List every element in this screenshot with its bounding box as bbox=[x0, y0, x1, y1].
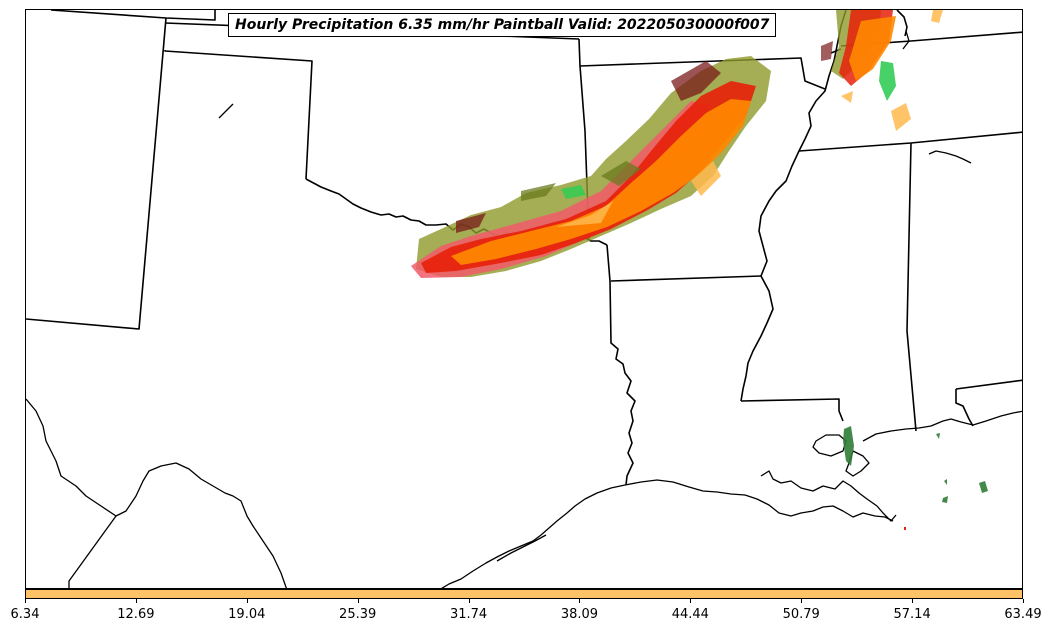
border-ms-al bbox=[906, 142, 917, 432]
colorbar-tick-label: 38.09 bbox=[560, 607, 599, 622]
colorbar bbox=[25, 589, 1023, 599]
paint-gulf-cell-5 bbox=[936, 433, 940, 439]
map-panel bbox=[25, 9, 1023, 589]
colorbar-tick bbox=[801, 599, 802, 603]
border-co-ne-top bbox=[50, 10, 216, 21]
coast-texas-islands bbox=[496, 534, 547, 562]
colorbar-tick bbox=[912, 599, 913, 603]
colorbar-tick bbox=[579, 599, 580, 603]
colorbar-tick bbox=[136, 599, 137, 603]
paint-gulf-cell-1 bbox=[843, 426, 854, 466]
border-ar-la bbox=[610, 275, 762, 282]
paint-gulf-red-dot bbox=[904, 527, 906, 530]
paint-ne-darkred bbox=[821, 41, 833, 61]
colorbar-tick-label: 57.14 bbox=[893, 607, 931, 622]
colorbar-tick-label: 44.44 bbox=[671, 607, 709, 622]
paint-orange bbox=[451, 99, 751, 265]
colorbar-tick bbox=[1023, 599, 1024, 603]
precip-swath-main bbox=[411, 56, 771, 278]
paint-gulf-cell-2 bbox=[979, 481, 988, 493]
coast-la-delta bbox=[845, 450, 870, 477]
border-mo-ar bbox=[579, 57, 826, 90]
paint-pink bbox=[411, 101, 711, 278]
border-tx-la-sabine bbox=[606, 244, 636, 486]
coast-mexico-border bbox=[26, 398, 287, 588]
border-al-fl bbox=[955, 379, 1022, 390]
plot-title: Hourly Precipitation 6.35 mm/hr Paintbal… bbox=[228, 13, 777, 37]
colorbar-tick-label: 19.04 bbox=[228, 607, 266, 622]
colorbar-tick-label: 31.74 bbox=[449, 607, 488, 622]
lake-wv-north bbox=[928, 150, 972, 164]
colorbar-tick bbox=[25, 599, 26, 603]
paint-olive-top bbox=[521, 161, 641, 201]
coast-ms-al bbox=[862, 410, 1022, 442]
border-mississippi-river bbox=[740, 10, 847, 402]
coast-la-bayous bbox=[760, 470, 897, 522]
colorbar-tick bbox=[247, 599, 248, 603]
lake-kentucky bbox=[902, 30, 910, 50]
colorbar-tick-label: 6.34 bbox=[10, 607, 40, 622]
border-nw-chunk bbox=[896, 10, 908, 37]
paint-ne-green bbox=[879, 61, 896, 101]
colorbar-tick-label: 25.39 bbox=[339, 607, 377, 622]
colorbar-tick-label: 12.69 bbox=[117, 607, 155, 622]
paint-darkred bbox=[456, 61, 721, 233]
colorbar-tick bbox=[358, 599, 359, 603]
coastlines bbox=[26, 30, 1022, 588]
colorbar-tick bbox=[469, 599, 470, 603]
colorbar-tick bbox=[690, 599, 691, 603]
border-la-ms-south bbox=[740, 398, 844, 422]
border-big-bend bbox=[68, 515, 117, 588]
coast-texas bbox=[441, 479, 894, 588]
paint-green bbox=[561, 185, 586, 199]
lake-nm-reservoir bbox=[218, 103, 234, 119]
colorbar-tick-label: 50.79 bbox=[782, 607, 820, 622]
paint-ne-orange bbox=[849, 16, 896, 81]
paint-red bbox=[421, 81, 756, 273]
paint-gulf-cell-3 bbox=[942, 496, 948, 503]
map-canvas bbox=[26, 10, 1022, 588]
border-ok-panhandle-nm bbox=[164, 50, 313, 180]
coast-lake-pontchartrain bbox=[812, 434, 847, 457]
precip-swath-northeast bbox=[821, 10, 943, 131]
border-nm-co-west bbox=[26, 17, 167, 330]
paint-gulf-cell-4 bbox=[944, 479, 947, 485]
colorbar-tick-label: 63.49 bbox=[1004, 607, 1042, 622]
precip-gulf-cells bbox=[843, 426, 988, 503]
border-ms-al-gulf bbox=[955, 389, 974, 427]
